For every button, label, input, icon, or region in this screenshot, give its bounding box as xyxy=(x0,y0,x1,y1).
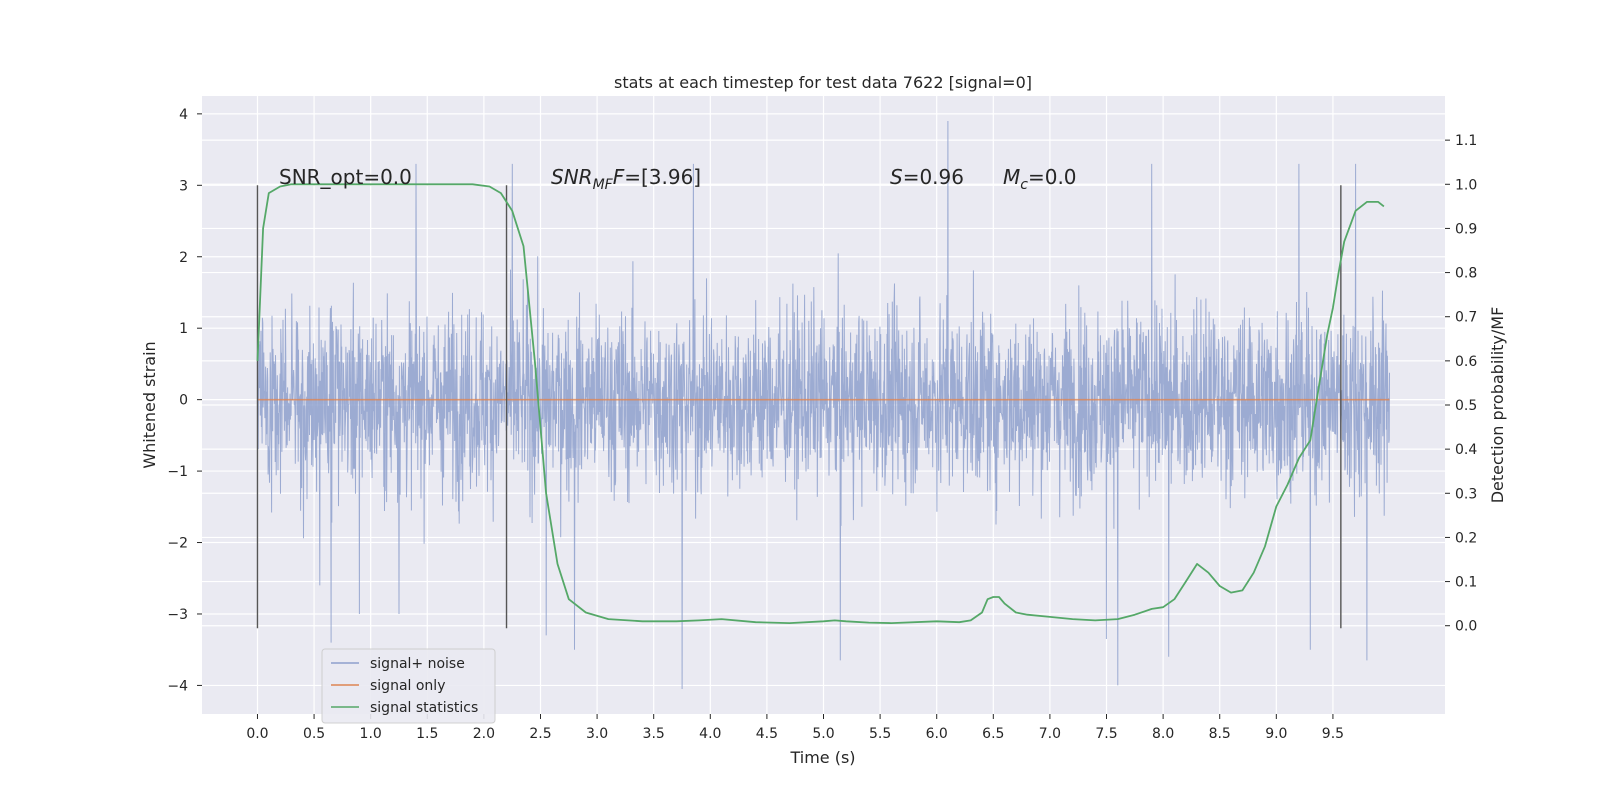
x-axis-ticks: 0.0 0.5 1.0 1.5 2.0 2.5 3.0 3.5 4.0 4.5 5.0 5.5 6.0 6… xyxy=(246,714,1344,742)
x-tick-label: 8.5 xyxy=(1209,726,1231,742)
annotation-snr-opt: SNR_opt=0.0 xyxy=(279,165,412,189)
y-axis-ticks: 4 3 2 1 0 −1 −2 −3 −4 xyxy=(167,107,202,694)
x-axis-label: Time (s) xyxy=(789,748,855,767)
x-tick-label: 9.0 xyxy=(1265,726,1287,742)
y-tick-label: −1 xyxy=(167,464,188,480)
legend-box xyxy=(321,648,496,724)
mc-label: M xyxy=(1003,165,1020,189)
series-signal-statistics xyxy=(256,183,1385,624)
x-tick-label: 1.0 xyxy=(360,726,382,742)
s-value: =0.96 xyxy=(903,165,964,189)
y2-tick-label: 0.7 xyxy=(1455,310,1477,326)
y2-tick-label: 1.1 xyxy=(1455,133,1477,149)
x-tick-label: 6.5 xyxy=(982,726,1004,742)
y2-tick-label: 0.2 xyxy=(1455,530,1477,546)
y-tick-label: 1 xyxy=(179,321,188,337)
y-tick-label: −2 xyxy=(167,536,188,552)
s-label: S xyxy=(890,165,903,189)
y2-tick-label: 0.6 xyxy=(1455,354,1477,370)
series-signal-noise xyxy=(257,120,1390,690)
y2-tick-label: 0.8 xyxy=(1455,266,1477,282)
x-tick-label: 3.5 xyxy=(643,726,665,742)
x-tick-label: 4.0 xyxy=(699,726,721,742)
x-tick-label: 5.0 xyxy=(812,726,834,742)
x-tick-label: 0.5 xyxy=(303,726,325,742)
x-tick-label: 9.5 xyxy=(1322,726,1344,742)
x-tick-label: 4.5 xyxy=(756,726,778,742)
legend: signal+ noise signal only signal statist… xyxy=(321,648,496,724)
x-tick-label: 5.5 xyxy=(869,726,891,742)
y2-tick-label: 0.9 xyxy=(1455,221,1477,237)
y-axis-label: Whitened strain xyxy=(140,341,159,468)
signal-statistics-line xyxy=(256,183,1385,624)
x-tick-label: 2.0 xyxy=(473,726,495,742)
legend-label-signal-noise: signal+ noise xyxy=(370,656,465,672)
y-tick-label: 2 xyxy=(179,250,188,266)
chart-title: stats at each timestep for test data 762… xyxy=(614,73,1032,92)
y-tick-label: 0 xyxy=(179,393,188,409)
legend-label-signal-statistics: signal statistics xyxy=(370,700,478,716)
x-tick-label: 1.5 xyxy=(416,726,438,742)
y2-axis-ticks: 1.1 1.0 0.9 0.8 0.7 0.6 0.5 0.4 0.3 0.2 0.1 0.0 xyxy=(1445,133,1477,635)
y2-tick-label: 0.5 xyxy=(1455,398,1477,414)
x-tick-label: 8.0 xyxy=(1152,726,1174,742)
y2-tick-label: 0.0 xyxy=(1455,619,1477,635)
y2-tick-label: 1.0 xyxy=(1455,177,1477,193)
annotation-s: S=0.96 xyxy=(890,165,964,189)
snr-mf-subscript: MF xyxy=(593,177,614,193)
annotation-snr-mf: SNRMFF=[3.96] xyxy=(551,165,701,193)
annotation-mc: Mc=0.0 xyxy=(1003,165,1077,193)
mc-subscript: c xyxy=(1020,177,1028,193)
x-tick-label: 6.0 xyxy=(926,726,948,742)
y-tick-label: 4 xyxy=(179,107,188,123)
snr-mf-f: F xyxy=(613,165,625,189)
legend-label-signal-only: signal only xyxy=(370,678,445,694)
x-tick-label: 2.5 xyxy=(529,726,551,742)
snr-mf-label: SNR xyxy=(551,165,593,189)
x-tick-label: 7.0 xyxy=(1039,726,1061,742)
y-tick-label: −3 xyxy=(167,607,188,623)
y2-tick-label: 0.4 xyxy=(1455,442,1477,458)
x-tick-label: 7.5 xyxy=(1095,726,1117,742)
y-tick-label: −4 xyxy=(167,678,188,694)
y-tick-label: 3 xyxy=(179,178,188,194)
y2-tick-label: 0.1 xyxy=(1455,575,1477,591)
x-tick-label: 0.0 xyxy=(246,726,268,742)
x-tick-label: 3.0 xyxy=(586,726,608,742)
y2-tick-label: 0.3 xyxy=(1455,486,1477,502)
signal-noise-line xyxy=(257,120,1390,690)
snr-mf-value: =[3.96] xyxy=(624,165,701,189)
y2-axis-label: Detection probability/MF xyxy=(1488,307,1507,504)
mc-value: =0.0 xyxy=(1028,165,1077,189)
